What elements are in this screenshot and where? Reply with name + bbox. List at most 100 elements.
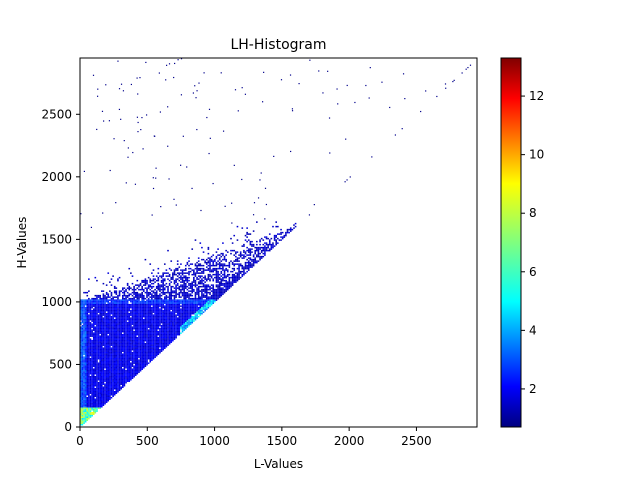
heatmap-cell [168,330,171,333]
heatmap-cell [110,326,113,328]
heatmap-cell [86,408,89,411]
heatmap-cell [160,338,163,340]
heatmap-cell [149,345,152,348]
heatmap-cell [201,311,203,313]
heatmap-cell [183,320,185,322]
heatmap-cell [146,294,148,297]
heatmap-cell [81,302,84,304]
heatmap-cell [186,279,189,282]
heatmap-cell [244,252,247,255]
heatmap-cell [157,324,160,327]
heatmap-cell [110,305,113,307]
heatmap-cell [83,380,85,382]
heatmap-cell [170,306,173,309]
heatmap-cell [126,315,129,318]
heatmap-cell [112,315,114,318]
heatmap-cell [193,320,195,322]
heatmap-cell [100,333,103,336]
heatmap-cell [89,369,92,372]
heatmap-cell [273,245,276,247]
heatmap-cell [115,293,118,295]
heatmap-cell [151,279,153,282]
heatmap-cell [165,285,168,288]
heatmap-cell [149,306,152,309]
heatmap-cell [154,318,156,321]
heatmap-cell [112,311,114,313]
heatmap-cell [100,368,103,370]
heatmap-cell [94,392,97,394]
heatmap-cell [233,281,236,283]
heatmap-cell [172,330,174,333]
heatmap-cell [118,335,121,337]
heatmap-cell [289,74,292,76]
heatmap-cell [104,344,106,346]
heatmap-cell [136,323,139,325]
heatmap-cell [107,306,110,309]
heatmap-cell [136,279,139,282]
heatmap-cell [170,278,173,280]
heatmap-cell [160,299,163,301]
heatmap-cell [188,303,190,306]
heatmap-cell [197,296,200,298]
heatmap-cell [102,401,105,403]
heatmap-cell [136,294,139,297]
heatmap-cell [126,312,129,315]
heatmap-cell [110,350,113,352]
heatmap-cell [134,353,137,355]
heatmap-cell [112,306,114,309]
heatmap-cell [100,393,103,396]
heatmap-cell [214,276,216,279]
heatmap-cell [180,311,182,313]
heatmap-cell [207,284,210,286]
heatmap-cell [146,336,148,339]
heatmap-cell [100,375,103,378]
heatmap-cell [207,303,210,306]
heatmap-cell [175,311,177,313]
heatmap-cell [84,378,87,381]
heatmap-cell [268,249,271,252]
heatmap-cell [84,360,87,363]
heatmap-cell [159,312,161,315]
heatmap-cell [121,371,124,373]
heatmap-cell [183,302,185,304]
heatmap-cell [105,360,108,363]
heatmap-cell [142,327,145,330]
heatmap-cell [209,285,211,288]
heatmap-cell [346,179,348,181]
heatmap-cell [207,273,210,276]
heatmap-cell [141,347,143,349]
heatmap-cell [112,305,114,307]
heatmap-cell [133,311,135,313]
heatmap-cell [157,285,160,288]
heatmap-cell [113,318,116,321]
heatmap-cell [141,308,143,310]
heatmap-cell [133,320,135,322]
heatmap-cell [117,309,119,312]
heatmap-cell [247,269,250,271]
heatmap-cell [252,261,255,264]
heatmap-cell [134,183,137,185]
heatmap-cell [183,324,185,327]
heatmap-cell [138,296,140,298]
heatmap-cell [107,390,110,393]
heatmap-cell [80,380,82,382]
heatmap-cell [83,323,85,325]
heatmap-cell [155,302,158,304]
heatmap-cell [80,332,82,334]
heatmap-cell [275,242,278,244]
heatmap-cell [162,315,164,318]
heatmap-cell [183,311,185,313]
heatmap-cell [99,318,101,321]
heatmap-cell [97,393,100,396]
heatmap-cell [113,285,116,288]
heatmap-cell [104,314,106,316]
heatmap-cell [256,243,258,246]
heatmap-cell [102,399,105,402]
heatmap-cell [162,291,164,294]
heatmap-cell [80,311,82,313]
heatmap-cell [212,279,215,282]
heatmap-cell [100,387,103,390]
heatmap-cell [142,323,145,325]
heatmap-cell [251,240,253,243]
heatmap-cell [83,312,85,315]
